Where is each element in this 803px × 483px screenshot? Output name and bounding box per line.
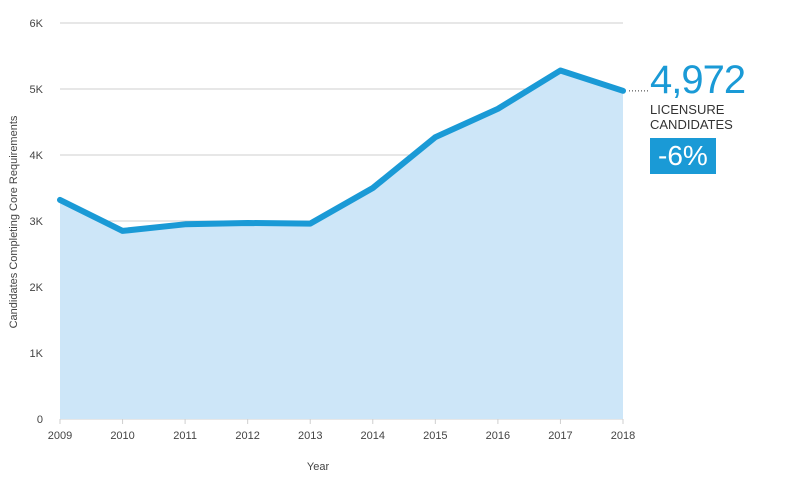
callout-label: LICENSURE CANDIDATES — [650, 102, 733, 132]
x-tick-label: 2012 — [235, 430, 259, 442]
x-axis-title: Year — [307, 461, 330, 473]
y-axis-title: Candidates Completing Core Requirements — [8, 115, 20, 328]
x-tick-label: 2017 — [548, 430, 572, 442]
y-tick-label: 2K — [30, 282, 44, 294]
x-tick-label: 2009 — [48, 430, 72, 442]
x-tick-label: 2014 — [361, 430, 385, 442]
x-tick-label: 2015 — [423, 430, 447, 442]
y-tick-label: 6K — [30, 18, 44, 30]
callout: 4,972 LICENSURE CANDIDATES -6% — [650, 60, 803, 174]
series-line — [57, 67, 626, 234]
x-tick-label: 2013 — [298, 430, 322, 442]
x-axis-ticks: 2009 2010 2011 2012 2013 2014 2015 2016 2017 2018 — [48, 419, 635, 442]
y-tick-label: 4K — [30, 150, 44, 162]
callout-value: 4,972 — [650, 58, 746, 102]
y-tick-label: 0 — [37, 414, 43, 426]
y-axis-ticks: 0 1K 2K 3K 4K 5K 6K — [30, 18, 44, 426]
y-tick-label: 3K — [30, 216, 44, 228]
x-tick-label: 2010 — [110, 430, 134, 442]
x-tick-label: 2016 — [486, 430, 510, 442]
y-tick-label: 1K — [30, 348, 44, 360]
x-tick-label: 2018 — [611, 430, 635, 442]
y-tick-label: 5K — [30, 84, 44, 96]
x-tick-label: 2011 — [173, 430, 197, 442]
callout-change-badge: -6% — [650, 138, 716, 174]
area-fill — [60, 70, 623, 419]
